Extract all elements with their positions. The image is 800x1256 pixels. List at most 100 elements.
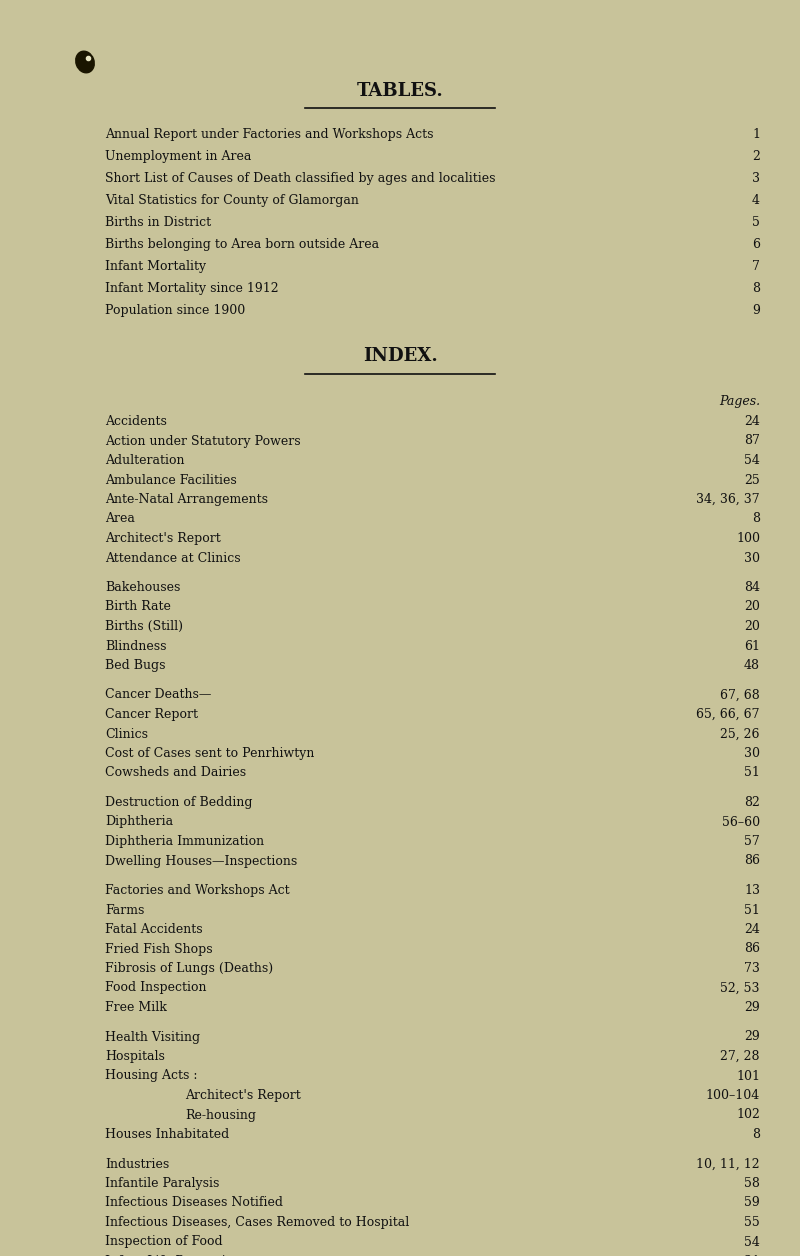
Text: Blindness: Blindness: [105, 639, 166, 653]
Text: 25: 25: [744, 474, 760, 486]
Text: Area: Area: [105, 512, 135, 525]
Text: Annual Report under Factories and Workshops Acts: Annual Report under Factories and Worksh…: [105, 128, 434, 141]
Text: Accidents: Accidents: [105, 414, 167, 428]
Text: Housing Acts :: Housing Acts :: [105, 1070, 198, 1083]
Text: 9: 9: [752, 304, 760, 317]
Text: Architect's Report: Architect's Report: [105, 533, 221, 545]
Text: Industries: Industries: [105, 1158, 170, 1171]
Text: 6: 6: [752, 237, 760, 251]
Text: 101: 101: [736, 1070, 760, 1083]
Text: Pages.: Pages.: [719, 394, 760, 408]
Text: 29: 29: [744, 1030, 760, 1044]
Text: Bakehouses: Bakehouses: [105, 582, 180, 594]
Text: Infectious Diseases Notified: Infectious Diseases Notified: [105, 1197, 283, 1210]
Text: 24: 24: [744, 414, 760, 428]
Text: 8: 8: [752, 283, 760, 295]
Text: Ante-Natal Arrangements: Ante-Natal Arrangements: [105, 494, 268, 506]
Text: Dwelling Houses—Inspections: Dwelling Houses—Inspections: [105, 854, 298, 868]
Text: 82: 82: [744, 796, 760, 809]
Text: Hospitals: Hospitals: [105, 1050, 165, 1063]
Text: Farms: Farms: [105, 903, 144, 917]
Text: Cowsheds and Dairies: Cowsheds and Dairies: [105, 766, 246, 780]
Text: 4: 4: [752, 193, 760, 207]
Text: Clinics: Clinics: [105, 727, 148, 741]
Text: Cancer Report: Cancer Report: [105, 708, 198, 721]
Text: Cancer Deaths—: Cancer Deaths—: [105, 688, 211, 702]
Text: 59: 59: [744, 1197, 760, 1210]
Text: Unemployment in Area: Unemployment in Area: [105, 149, 251, 163]
Text: 51: 51: [744, 903, 760, 917]
Text: Bed Bugs: Bed Bugs: [105, 659, 166, 672]
Text: 8: 8: [752, 1128, 760, 1140]
Text: Health Visiting: Health Visiting: [105, 1030, 200, 1044]
Text: Infantile Paralysis: Infantile Paralysis: [105, 1177, 219, 1189]
Text: Attendance at Clinics: Attendance at Clinics: [105, 551, 241, 564]
Text: Fried Fish Shops: Fried Fish Shops: [105, 942, 213, 956]
Text: Adulteration: Adulteration: [105, 453, 185, 467]
Text: 100–104: 100–104: [706, 1089, 760, 1102]
Text: Diphtheria Immunization: Diphtheria Immunization: [105, 835, 264, 848]
Text: Action under Statutory Powers: Action under Statutory Powers: [105, 435, 301, 447]
Text: 2: 2: [752, 149, 760, 163]
Text: Population since 1900: Population since 1900: [105, 304, 246, 317]
Text: 100: 100: [736, 533, 760, 545]
Text: Births belonging to Area born outside Area: Births belonging to Area born outside Ar…: [105, 237, 379, 251]
Text: Births (Still): Births (Still): [105, 620, 183, 633]
Text: 27, 28: 27, 28: [721, 1050, 760, 1063]
Text: 54: 54: [744, 453, 760, 467]
Text: 57: 57: [744, 835, 760, 848]
Text: 10, 11, 12: 10, 11, 12: [696, 1158, 760, 1171]
Text: Factories and Workshops Act: Factories and Workshops Act: [105, 884, 290, 897]
Text: 13: 13: [744, 884, 760, 897]
Text: 25, 26: 25, 26: [721, 727, 760, 741]
Text: 84: 84: [744, 582, 760, 594]
Text: 7: 7: [752, 260, 760, 273]
Text: 73: 73: [744, 962, 760, 975]
Text: 55: 55: [744, 1216, 760, 1230]
Ellipse shape: [76, 51, 94, 73]
Text: Vital Statistics for County of Glamorgan: Vital Statistics for County of Glamorgan: [105, 193, 359, 207]
Text: TABLES.: TABLES.: [357, 82, 443, 100]
Text: 61: 61: [744, 639, 760, 653]
Text: 24: 24: [744, 923, 760, 936]
Text: 56–60: 56–60: [722, 815, 760, 829]
Text: Infectious Diseases, Cases Removed to Hospital: Infectious Diseases, Cases Removed to Ho…: [105, 1216, 410, 1230]
Text: 58: 58: [744, 1177, 760, 1189]
Text: 102: 102: [736, 1109, 760, 1122]
Text: 3: 3: [752, 172, 760, 185]
Text: 8: 8: [752, 512, 760, 525]
Text: 52, 53: 52, 53: [721, 981, 760, 995]
Text: Births in District: Births in District: [105, 216, 211, 229]
Text: 1: 1: [752, 128, 760, 141]
Text: Fibrosis of Lungs (Deaths): Fibrosis of Lungs (Deaths): [105, 962, 273, 975]
Text: 54: 54: [744, 1236, 760, 1248]
Text: 30: 30: [744, 551, 760, 564]
Text: 65, 66, 67: 65, 66, 67: [697, 708, 760, 721]
Text: 30: 30: [744, 747, 760, 760]
Text: Inspection of Food: Inspection of Food: [105, 1236, 222, 1248]
Text: 51: 51: [744, 766, 760, 780]
Text: 86: 86: [744, 942, 760, 956]
Text: 34, 36, 37: 34, 36, 37: [696, 494, 760, 506]
Text: Ambulance Facilities: Ambulance Facilities: [105, 474, 237, 486]
Text: 87: 87: [744, 435, 760, 447]
Text: Diphtheria: Diphtheria: [105, 815, 173, 829]
Text: 48: 48: [744, 659, 760, 672]
Text: Infant Mortality since 1912: Infant Mortality since 1912: [105, 283, 278, 295]
Text: Architect's Report: Architect's Report: [185, 1089, 301, 1102]
Text: Free Milk: Free Milk: [105, 1001, 167, 1014]
Text: 67, 68: 67, 68: [720, 688, 760, 702]
Text: Infant Mortality: Infant Mortality: [105, 260, 206, 273]
Text: Food Inspection: Food Inspection: [105, 981, 206, 995]
Text: Short List of Causes of Death classified by ages and localities: Short List of Causes of Death classified…: [105, 172, 495, 185]
Text: 5: 5: [752, 216, 760, 229]
Text: 86: 86: [744, 854, 760, 868]
Text: 29: 29: [744, 1001, 760, 1014]
Text: Fatal Accidents: Fatal Accidents: [105, 923, 202, 936]
Text: Re-housing: Re-housing: [185, 1109, 256, 1122]
Text: 20: 20: [744, 600, 760, 613]
Text: Houses Inhabitated: Houses Inhabitated: [105, 1128, 230, 1140]
Text: 20: 20: [744, 620, 760, 633]
Text: Cost of Cases sent to Penrhiwtyn: Cost of Cases sent to Penrhiwtyn: [105, 747, 314, 760]
Text: INDEX.: INDEX.: [362, 347, 438, 365]
